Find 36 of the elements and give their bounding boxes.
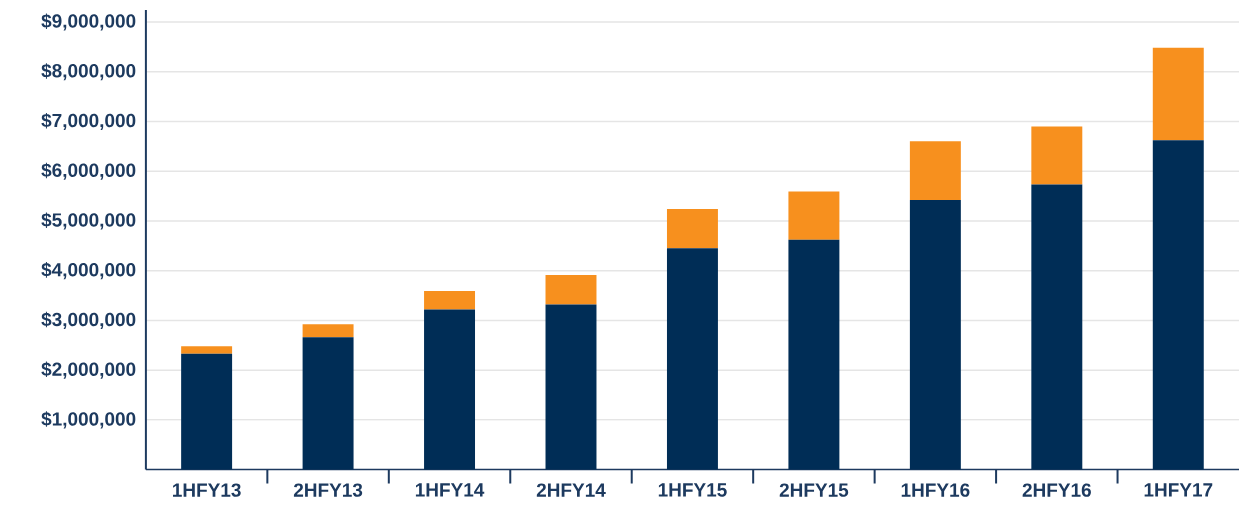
bar bbox=[788, 240, 840, 470]
x-tick-label: 1HFY17 bbox=[1144, 483, 1213, 497]
y-tick-label: $1,000,000 bbox=[41, 411, 136, 429]
bar bbox=[1031, 126, 1083, 185]
bar bbox=[181, 353, 233, 470]
bar bbox=[666, 209, 718, 249]
bar bbox=[545, 304, 597, 470]
y-tick-label: $8,000,000 bbox=[41, 63, 136, 81]
x-tick-label: 2HFY15 bbox=[779, 483, 849, 498]
x-tick-label: 1HFY14 bbox=[415, 483, 485, 497]
y-tick-label: $4,000,000 bbox=[41, 262, 136, 280]
y-tick-label: $9,000,000 bbox=[41, 13, 136, 31]
bar bbox=[424, 309, 476, 470]
bar bbox=[1031, 184, 1083, 470]
bar bbox=[1152, 48, 1204, 141]
bar bbox=[181, 346, 233, 354]
y-tick-label: $5,000,000 bbox=[41, 212, 136, 230]
bar bbox=[302, 337, 354, 470]
x-tick-label: 2HFY13 bbox=[293, 483, 363, 498]
y-tick-label: $7,000,000 bbox=[41, 113, 136, 131]
x-tick-label: 1HFY15 bbox=[658, 483, 727, 497]
bar bbox=[666, 248, 718, 470]
bar bbox=[545, 275, 597, 305]
y-tick-label: $3,000,000 bbox=[41, 312, 136, 330]
x-tick-label: 2HFY14 bbox=[536, 483, 606, 497]
x-tick-label: 1HFY13 bbox=[173, 483, 241, 498]
bar bbox=[909, 141, 961, 201]
x-tick-label: 1HFY16 bbox=[901, 483, 970, 498]
bar bbox=[302, 324, 354, 338]
bar bbox=[1152, 140, 1204, 470]
bar bbox=[909, 200, 961, 470]
x-tick-label: 2HFY16 bbox=[1022, 483, 1091, 498]
bar bbox=[788, 191, 840, 241]
bar bbox=[424, 291, 476, 310]
y-tick-label: $2,000,000 bbox=[41, 361, 136, 379]
y-tick-label: $6,000,000 bbox=[41, 162, 136, 180]
